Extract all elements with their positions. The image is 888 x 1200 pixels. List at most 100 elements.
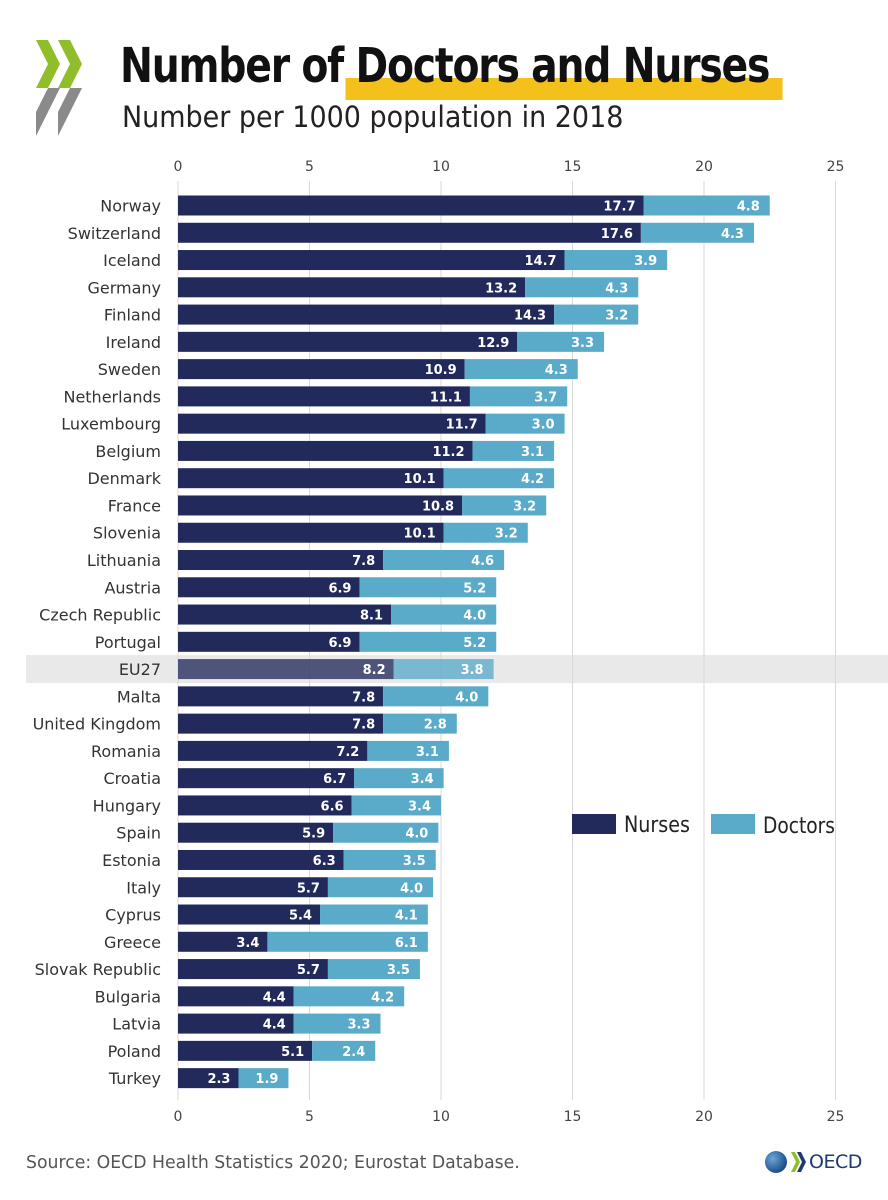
data-label-nurses: 6.7 xyxy=(323,772,346,787)
category-label: Italy xyxy=(126,878,161,897)
bar-nurses xyxy=(178,1040,313,1061)
category-label: Switzerland xyxy=(68,224,161,243)
data-label-doctors: 6.1 xyxy=(395,936,418,951)
category-label: Germany xyxy=(87,278,161,297)
category-label: Luxembourg xyxy=(61,415,161,434)
bar-doctors xyxy=(464,359,578,380)
bar-doctors xyxy=(267,931,428,952)
bar-nurses xyxy=(178,686,384,707)
chart-subtitle: Number per 1000 population in 2018 xyxy=(122,100,624,134)
legend-label-doctors: Doctors xyxy=(763,814,835,839)
data-label-doctors: 3.2 xyxy=(605,309,628,324)
bar-doctors xyxy=(320,904,428,925)
bar-nurses xyxy=(178,250,565,271)
bar-nurses xyxy=(178,495,463,516)
bar-nurses xyxy=(178,468,444,489)
category-label: Malta xyxy=(117,687,161,706)
logo-chevron-green xyxy=(36,40,60,88)
data-label-nurses: 8.1 xyxy=(360,609,383,624)
data-label-doctors: 4.3 xyxy=(545,363,568,378)
data-label-doctors: 3.4 xyxy=(411,772,434,787)
data-label-doctors: 3.4 xyxy=(408,799,431,814)
data-label-nurses: 11.2 xyxy=(432,445,464,460)
data-label-doctors: 4.0 xyxy=(400,881,423,896)
data-label-nurses: 8.2 xyxy=(363,663,386,678)
stacked-bar-chart: 0 0 5 5 10 10 15 15 20 20 25 25 Norway 17.7 4.8 Switzer… xyxy=(26,159,888,1125)
data-label-nurses: 2.3 xyxy=(207,1072,230,1087)
x-tick-label-top: 5 xyxy=(305,159,314,175)
title-prefix: Number of xyxy=(120,38,356,94)
data-label-nurses: 5.9 xyxy=(302,827,325,842)
data-label-nurses: 5.1 xyxy=(281,1045,304,1060)
bar-doctors xyxy=(327,959,420,980)
category-label: Hungary xyxy=(93,796,161,815)
bar-doctors xyxy=(359,577,497,598)
data-label-doctors: 4.0 xyxy=(455,690,478,705)
bar-doctors xyxy=(359,631,497,652)
x-tick-label-top: 10 xyxy=(432,159,450,175)
bar-doctors xyxy=(293,1013,381,1034)
bar-nurses xyxy=(178,550,384,571)
data-label-nurses: 17.7 xyxy=(603,200,635,215)
data-label-doctors: 3.5 xyxy=(387,963,410,978)
category-label: Bulgaria xyxy=(95,987,161,1006)
x-tick-label-top: 20 xyxy=(695,159,713,175)
data-label-doctors: 3.2 xyxy=(513,499,536,514)
bar-doctors xyxy=(383,686,489,707)
oecd-brand-logo: OECD xyxy=(765,1148,862,1176)
data-label-doctors: 3.1 xyxy=(521,445,544,460)
x-tick-label-top: 15 xyxy=(564,159,582,175)
x-tick-label-bottom: 25 xyxy=(827,1109,845,1125)
category-label: France xyxy=(108,496,161,515)
bar-doctors xyxy=(443,468,555,489)
bar-nurses xyxy=(178,604,392,625)
bar-doctors xyxy=(351,795,441,816)
bar-doctors xyxy=(485,413,565,434)
category-label: Finland xyxy=(104,306,161,325)
bar-nurses xyxy=(178,849,344,870)
data-label-doctors: 5.2 xyxy=(463,581,486,596)
bar-doctors xyxy=(312,1040,376,1061)
bar-nurses xyxy=(178,740,368,761)
category-label: Sweden xyxy=(98,360,161,379)
category-label: EU27 xyxy=(119,660,161,679)
x-tick-label-bottom: 20 xyxy=(695,1109,713,1125)
bar-nurses xyxy=(178,304,555,325)
bar-nurses xyxy=(178,904,321,925)
bar-nurses xyxy=(178,331,518,352)
data-label-doctors: 2.4 xyxy=(342,1045,365,1060)
oecd-chevron-logo xyxy=(36,40,82,136)
category-label: Portugal xyxy=(95,633,161,652)
data-label-nurses: 12.9 xyxy=(477,336,509,351)
data-label-doctors: 4.2 xyxy=(371,990,394,1005)
data-label-doctors: 3.2 xyxy=(495,527,518,542)
data-label-doctors: 4.3 xyxy=(721,227,744,242)
category-label: Lithuania xyxy=(87,551,161,570)
bar-nurses xyxy=(178,359,465,380)
data-label-nurses: 10.1 xyxy=(404,472,436,487)
bar-doctors xyxy=(391,604,497,625)
x-tick-label-bottom: 10 xyxy=(432,1109,450,1125)
bar-doctors xyxy=(443,522,528,543)
data-label-doctors: 4.1 xyxy=(395,909,418,924)
data-label-doctors: 4.8 xyxy=(737,200,760,215)
data-label-nurses: 6.6 xyxy=(321,799,344,814)
bar-doctors xyxy=(293,986,405,1007)
category-label: Slovenia xyxy=(93,524,161,543)
category-label: Iceland xyxy=(103,251,161,270)
data-label-nurses: 6.9 xyxy=(328,636,351,651)
bar-nurses xyxy=(178,440,473,461)
bar-nurses xyxy=(178,822,334,843)
data-label-doctors: 3.3 xyxy=(571,336,594,351)
bar-doctors xyxy=(343,849,436,870)
data-label-nurses: 5.4 xyxy=(289,909,312,924)
oecd-globe-icon xyxy=(765,1151,787,1173)
category-label: Cyprus xyxy=(105,906,161,925)
category-label: Estonia xyxy=(102,851,161,870)
bar-doctors xyxy=(367,740,449,761)
title-highlight: Doctors and Nurses xyxy=(355,38,771,94)
bar-nurses xyxy=(178,795,352,816)
category-label: Slovak Republic xyxy=(35,960,161,979)
data-label-doctors: 3.7 xyxy=(534,390,557,405)
bar-nurses xyxy=(178,522,444,543)
